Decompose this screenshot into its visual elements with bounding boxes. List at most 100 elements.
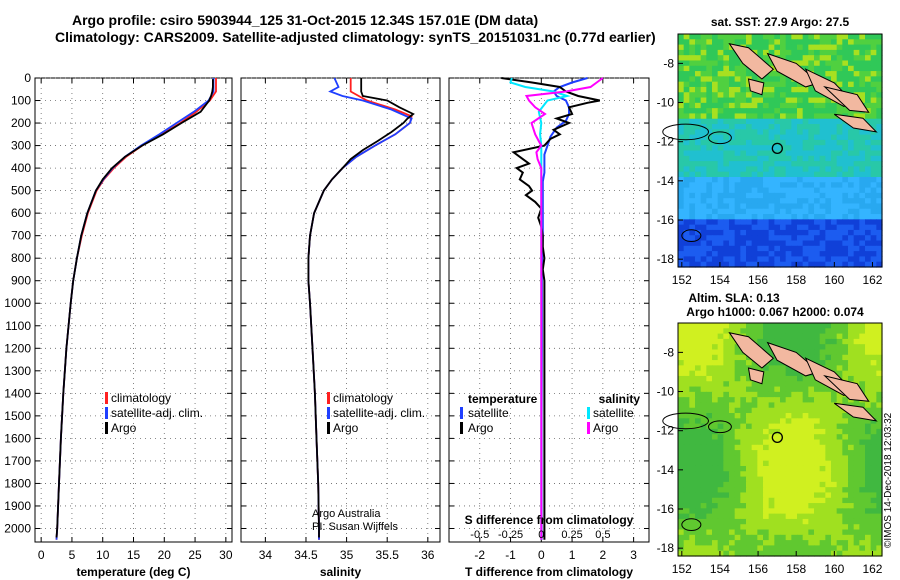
sst-map-cell [757,261,764,268]
sst-map-cell [683,86,690,93]
sla-map-cell [717,513,724,520]
salinity-legend-swatch [327,407,330,419]
sst-map-cell [848,150,855,157]
sla-map-cell [717,492,724,499]
sst-map-cell [785,198,792,205]
sla-map-cell [825,338,832,345]
sst-map-cell [876,251,883,258]
sla-map-cell [785,344,792,351]
sst-map-cell [842,49,849,56]
sst-map-cell [802,161,809,167]
sla-map-cell [706,455,713,462]
difference-xtick-label: 0 [538,548,545,562]
sla-map-cell [751,481,758,488]
sst-map-cell [870,155,877,162]
sla-map-cell [700,360,707,366]
sst-map-cell [876,108,883,115]
sst-map-cell [802,44,809,51]
sst-map-land [728,43,775,80]
sst-map-cell [876,39,883,46]
sla-map-cell [740,418,747,425]
sla-map-cell [740,476,747,483]
sst-map-cell [689,240,696,247]
sst-map-cell [689,60,696,67]
sla-map-cell [859,550,866,557]
sla-map-cell [791,381,798,388]
sst-map-cell [825,118,832,125]
sst-map-cell [819,145,826,152]
sst-map-cell [870,203,877,210]
sst-map-cell [819,113,826,120]
sst-map-cell [797,81,804,88]
sla-map-cell [723,529,730,536]
sla-map-cell [842,513,849,520]
sla-map-cell [870,381,877,388]
sst-map-cell [836,108,843,115]
sst-map-cell [825,97,832,104]
sla-map-cell [729,354,736,361]
sst-map-cell [683,251,690,258]
sst-map-cell [768,92,775,99]
sla-map-cell [853,423,860,430]
sst-map-cell [848,76,855,83]
sla-map-cell [729,492,736,499]
sla-map-cell [802,423,809,430]
sst-map-cell [717,39,724,46]
sla-map-cell [842,518,849,525]
sla-map-cell [853,344,860,351]
sla-map-cell [763,323,770,329]
sst-map-cell [700,219,707,226]
sst-map-cell [819,139,826,146]
sst-map-cell [831,214,838,220]
sst-map-cell [825,108,832,115]
sst-map-cell [700,171,707,178]
sst-map-cell [706,129,713,136]
sst-map-cell [848,229,855,236]
sst-map-cell [774,187,781,194]
sla-map-cell [785,407,792,414]
sst-map-cell [689,182,696,189]
sla-map-cell [825,413,832,419]
sla-map-cell [853,550,860,557]
sst-map-cell [865,245,872,252]
sst-map-cell [734,81,741,88]
sst-map-cell [808,203,815,210]
sst-map-cell [740,208,747,215]
sst-map-cell [802,214,809,220]
sst-map-cell [831,251,838,258]
sst-map-cell [808,256,815,263]
sla-map-cell [814,524,821,531]
sla-map-cell [825,360,832,366]
sla-map-cell [734,344,741,351]
sla-map-cell [876,333,883,340]
sla-map-cell [802,349,809,356]
sst-map-cell [763,86,770,93]
sst-map-cell [848,187,855,194]
sst-map-cell [797,39,804,46]
sla-map-cell [836,434,843,441]
sst-map-cell [774,166,781,173]
sla-map-cell [763,391,770,398]
sla-map-cell [729,365,736,372]
sst-map-cell [729,134,736,141]
sst-map-cell [768,39,775,46]
sst-map-cell [717,44,724,51]
sst-map-cell [870,198,877,205]
sla-map-cell [848,487,855,494]
sst-map-cell [870,235,877,242]
sla-map-cell [842,508,849,515]
sla-map-cell [774,365,781,372]
sst-map-xtick-label: 154 [710,273,730,287]
sla-map-cell [876,487,883,494]
sst-map-cell [780,150,787,157]
sst-map-cell [780,55,787,62]
sst-map-cell [723,118,730,125]
sst-map-cell [695,71,702,77]
sla-map-cell [706,497,713,504]
sla-map-cell [746,434,753,441]
sla-map-cell [853,540,860,547]
sst-map-cell [780,139,787,146]
sst-map-cell [678,97,685,104]
sst-map-cell [814,124,821,130]
sst-map-cell [825,256,832,263]
